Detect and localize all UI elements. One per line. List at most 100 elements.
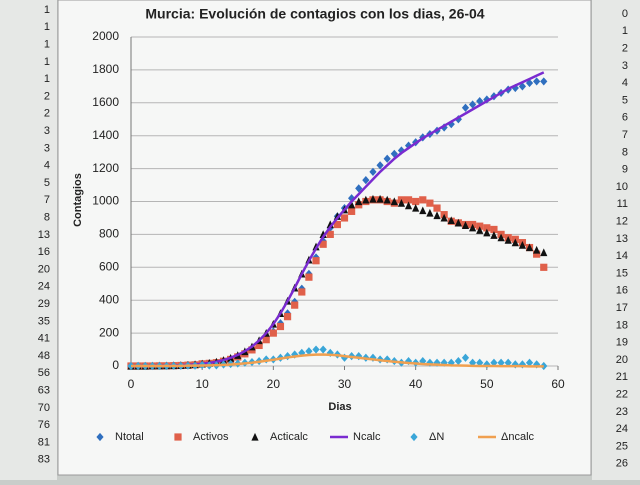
- marker: [533, 245, 541, 254]
- marker: [504, 236, 512, 244]
- cell: 35: [38, 315, 50, 327]
- marker: [333, 220, 341, 229]
- cell: 1: [44, 56, 50, 68]
- cell: 5: [44, 177, 50, 189]
- cell: 14: [616, 250, 628, 262]
- marker: [533, 77, 541, 86]
- marker: [397, 146, 406, 155]
- cell: 63: [38, 385, 50, 397]
- legend-label: ΔN: [429, 431, 444, 443]
- marker: [497, 233, 505, 242]
- cell: 2: [622, 43, 628, 55]
- marker: [461, 103, 470, 112]
- cell: 4: [44, 160, 50, 172]
- marker: [96, 432, 104, 442]
- cell: 24: [38, 281, 50, 293]
- marker: [291, 301, 299, 309]
- marker: [305, 273, 313, 281]
- y-tick-label: 2000: [92, 29, 119, 43]
- marker: [504, 358, 512, 367]
- y-tick-label: 800: [99, 227, 119, 241]
- marker: [383, 154, 391, 163]
- marker: [426, 208, 434, 217]
- cell: 81: [38, 436, 50, 448]
- marker: [305, 347, 313, 356]
- legend-label: Acticalc: [270, 431, 308, 443]
- marker: [362, 176, 370, 185]
- marker: [469, 358, 477, 367]
- x-tick-label: 40: [409, 377, 423, 391]
- series-line: [131, 353, 544, 368]
- cell: 22: [616, 389, 628, 401]
- marker: [476, 226, 484, 234]
- marker: [525, 243, 534, 252]
- marker: [454, 356, 462, 366]
- legend-label: Δncalc: [501, 431, 535, 443]
- cell: 13: [616, 233, 628, 245]
- marker: [490, 231, 498, 239]
- y-tick-label: 1000: [92, 194, 119, 208]
- cell: 15: [616, 267, 628, 279]
- cell: 7: [44, 194, 50, 206]
- marker: [404, 141, 413, 150]
- marker: [262, 336, 270, 344]
- x-tick-label: 10: [195, 377, 209, 391]
- y-tick-label: 1400: [92, 128, 119, 142]
- marker: [397, 199, 406, 207]
- marker: [511, 238, 519, 247]
- marker: [340, 214, 349, 222]
- marker: [283, 313, 292, 321]
- marker: [426, 358, 434, 367]
- marker: [348, 207, 356, 215]
- marker: [533, 250, 541, 258]
- marker: [312, 257, 320, 265]
- marker: [454, 218, 462, 227]
- marker: [540, 263, 548, 271]
- cell: 18: [616, 319, 628, 331]
- marker: [490, 358, 498, 367]
- marker: [433, 204, 441, 212]
- y-tick-label: 1200: [92, 161, 119, 175]
- x-tick-label: 20: [267, 377, 281, 391]
- cell: 17: [616, 302, 628, 314]
- cell: 10: [616, 181, 628, 193]
- marker: [348, 194, 356, 203]
- marker: [355, 197, 363, 206]
- marker: [312, 345, 320, 354]
- cell: 20: [616, 354, 628, 366]
- x-axis-label: Dias: [328, 401, 351, 413]
- marker: [476, 222, 484, 230]
- marker: [410, 432, 418, 442]
- marker: [454, 115, 462, 124]
- x-tick-label: 30: [338, 377, 352, 391]
- marker: [540, 248, 548, 257]
- legend-label: Ncalc: [353, 431, 381, 443]
- marker: [483, 224, 491, 232]
- marker: [469, 100, 477, 109]
- marker: [291, 350, 299, 359]
- marker: [483, 95, 491, 104]
- cell: 0: [622, 8, 628, 20]
- cell: 29: [38, 298, 50, 310]
- cell: 83: [38, 454, 50, 466]
- y-tick-label: 1800: [92, 62, 119, 76]
- cell: 2: [44, 90, 50, 102]
- y-tick-label: 600: [99, 259, 119, 273]
- x-tick-label: 50: [480, 377, 494, 391]
- marker: [369, 194, 377, 203]
- cell: 13: [38, 229, 50, 241]
- cell: 23: [616, 406, 628, 418]
- marker: [518, 240, 527, 249]
- cell: 3: [44, 125, 50, 137]
- cell: 6: [622, 112, 628, 124]
- cell: 12: [616, 216, 628, 228]
- marker: [326, 230, 334, 238]
- cell: 3: [622, 60, 628, 72]
- cell: 19: [616, 337, 628, 349]
- marker: [490, 225, 498, 234]
- y-tick-label: 0: [112, 358, 119, 372]
- marker: [369, 167, 377, 176]
- cell: 11: [617, 198, 628, 210]
